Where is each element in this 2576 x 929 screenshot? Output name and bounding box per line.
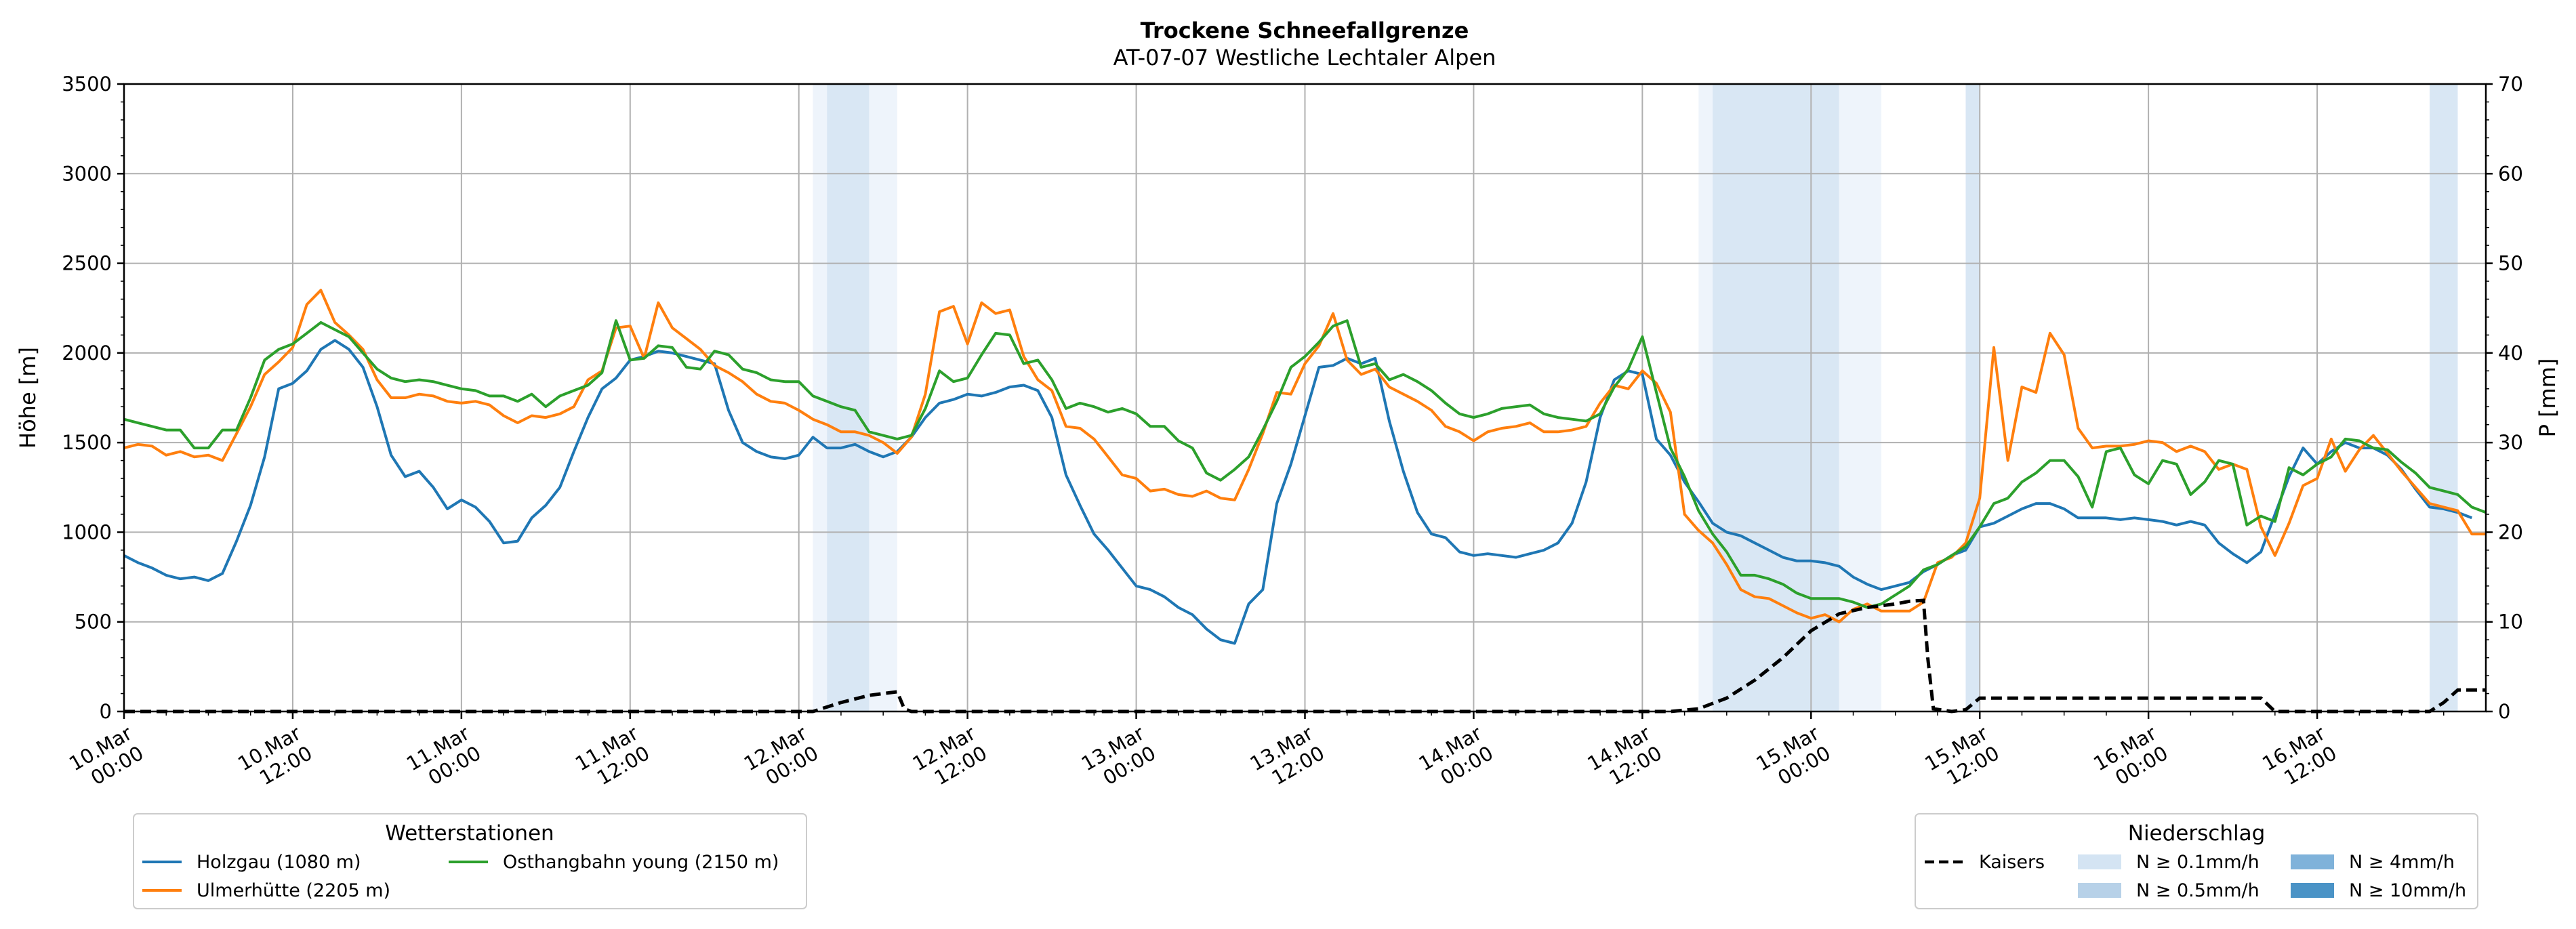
legend-label-kaisers: Kaisers (1979, 852, 2045, 873)
y-tick-label-1: 500 (75, 611, 112, 634)
x-tick-label-13: 16.Mar12:00 (2258, 722, 2340, 796)
x-tick-label-6: 13.Mar00:00 (1078, 722, 1160, 796)
y2-axis-label: P [mm] (2535, 358, 2560, 438)
precip-band-4 (1713, 84, 1839, 711)
legend-label-n01: N ≥ 0.1mm/h (2136, 852, 2260, 873)
legend-label-ulmerhuette: Ulmerhütte (2205 m) (197, 880, 390, 901)
precipitation-series (124, 598, 2486, 714)
x-tick-label-4: 12.Mar00:00 (740, 722, 822, 796)
station-series (123, 289, 2487, 645)
precip-band-3 (1698, 84, 1713, 711)
x-tick-label-10: 15.Mar00:00 (1752, 722, 1834, 796)
legend-swatch-n01 (2078, 854, 2121, 869)
legend-precipitation-frame (1915, 813, 2478, 909)
y2-tick-label-3: 30 (2498, 431, 2523, 454)
x-tick-label-5: 12.Mar12:00 (909, 722, 991, 796)
x-tick-label-11: 15.Mar12:00 (1921, 722, 2003, 796)
x-tick-label-7: 13.Mar12:00 (1246, 722, 1328, 796)
precip-line-kaisers (124, 598, 2486, 714)
y-tick-label-5: 2500 (62, 252, 112, 275)
precip-band-6 (1965, 84, 1980, 711)
y-tick-label-2: 1000 (62, 520, 112, 543)
y-axis-label: Höhe [m] (15, 347, 41, 449)
x-tick-label-3: 11.Mar12:00 (571, 722, 653, 796)
y2-tick-label-6: 60 (2498, 162, 2523, 185)
series-line-1 (123, 289, 2486, 623)
legend-label-n05: N ≥ 0.5mm/h (2136, 880, 2260, 901)
y2-tick-label-4: 40 (2498, 342, 2523, 365)
x-tick-label-12: 16.Mar00:00 (2089, 722, 2171, 796)
x-tick-label-8: 14.Mar00:00 (1415, 722, 1497, 796)
y2-tick-label-2: 20 (2498, 520, 2523, 543)
precip-band-7 (2430, 84, 2458, 711)
y2-tick-label-7: 70 (2498, 73, 2523, 96)
y-tick-label-7: 3500 (62, 73, 112, 96)
chart-subtitle: AT-07-07 Westliche Lechtaler Alpen (1113, 45, 1496, 70)
y2-tick-label-5: 50 (2498, 252, 2523, 275)
chart-title: Trockene Schneefallgrenze (1141, 18, 1469, 43)
legend-swatch-n05 (2078, 883, 2121, 898)
legend-stations-title: Wetterstationen (385, 821, 554, 846)
grid-lines (123, 83, 2486, 712)
y-tick-label-0: 0 (100, 700, 112, 723)
series-line-0 (123, 339, 2473, 645)
x-tick-label-2: 11.Mar00:00 (403, 722, 485, 796)
precip-band-2 (869, 84, 897, 711)
legend-stations: Wetterstationen Holzgau (1080 m) Ulmerhü… (133, 813, 807, 909)
y2-tick-label-0: 0 (2498, 700, 2510, 723)
x-tick-label-0: 10.Mar00:00 (65, 722, 147, 796)
axis-ticks: 0 500 1000 1500 2000 2500 3000 3500 0 10 20 30 40 50 6… (62, 73, 2523, 796)
y-tick-label-6: 3000 (62, 162, 112, 185)
legend-precipitation-title: Niederschlag (2128, 821, 2266, 846)
x-tick-label-1: 10.Mar12:00 (234, 722, 316, 796)
legend-label-osthangbahn: Osthangbahn young (2150 m) (503, 852, 779, 873)
legend-label-holzgau: Holzgau (1080 m) (197, 852, 361, 873)
y-tick-label-4: 2000 (62, 342, 112, 365)
x-tick-label-9: 14.Mar12:00 (1584, 722, 1666, 796)
legend-label-n10: N ≥ 10mm/h (2349, 880, 2466, 901)
legend-swatch-n4 (2291, 854, 2334, 869)
legend-swatch-n10 (2291, 883, 2334, 898)
legend-precipitation: Niederschlag Kaisers N ≥ 0.1mm/h N ≥ 0.5… (1915, 813, 2478, 909)
y-tick-label-3: 1500 (62, 431, 112, 454)
legend-label-n4: N ≥ 4mm/h (2349, 852, 2455, 873)
y2-tick-label-1: 10 (2498, 611, 2523, 634)
precipitation-bands (813, 84, 2458, 711)
precip-band-1 (827, 84, 870, 711)
series-line-2 (123, 319, 2487, 609)
